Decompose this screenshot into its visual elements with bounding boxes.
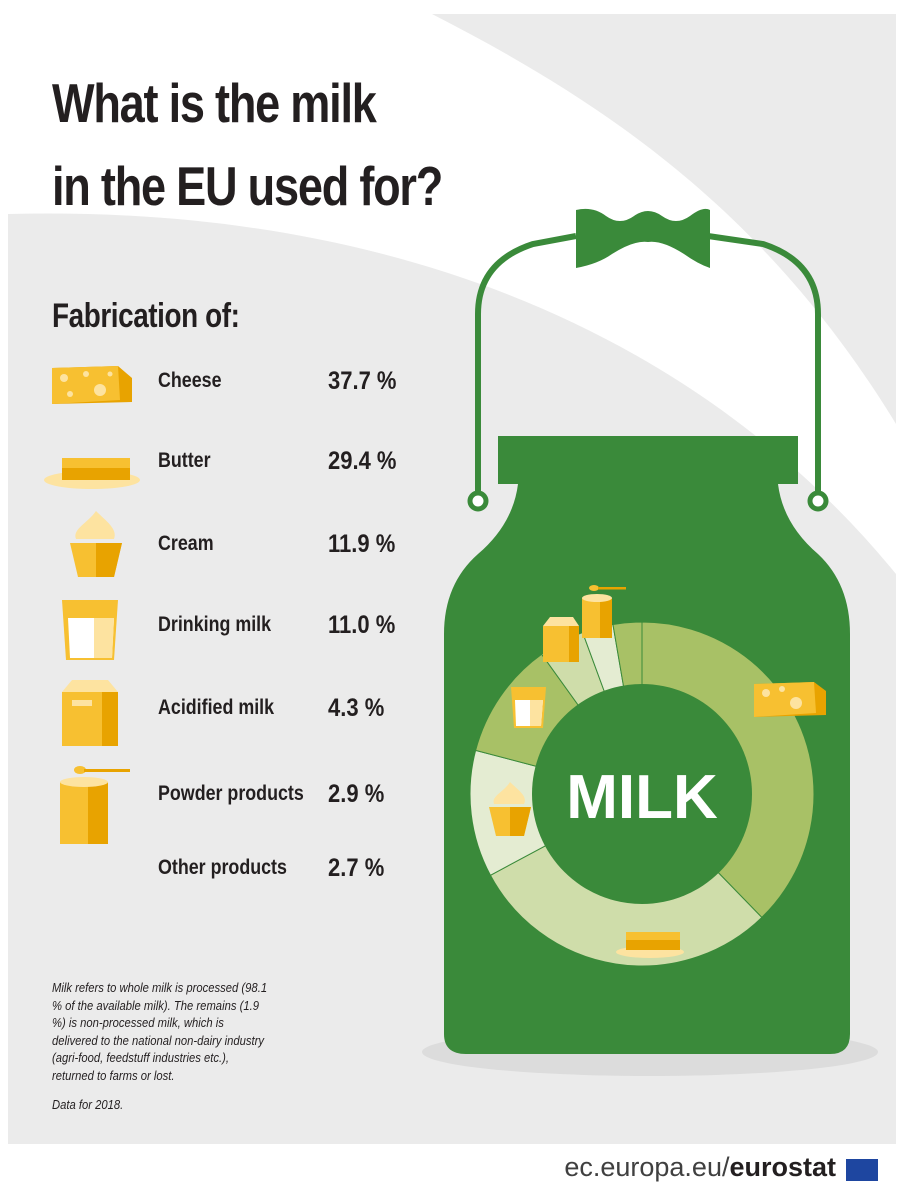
list-heading: Fabrication of: [52, 297, 240, 335]
legend-value-cream: 11.9 % [328, 530, 396, 558]
acidified-milk-icon [62, 680, 118, 746]
donut-cream-icon [489, 782, 531, 836]
legend-label-powder-products: Powder products [158, 782, 304, 805]
donut-center [532, 684, 752, 904]
footnote: Milk refers to whole milk is processed (… [52, 980, 268, 1115]
footer-brand: eurostat [729, 1152, 836, 1182]
legend-value-powder-products: 2.9 % [328, 780, 385, 808]
legend-label-cheese: Cheese [158, 369, 222, 392]
legend-value-drinking-milk: 11.0 % [328, 611, 396, 639]
infographic-canvas: What is the milk in the EU used for? Fab… [8, 14, 896, 1144]
cream-icon [70, 511, 122, 577]
legend-value-acidified-milk: 4.3 % [328, 694, 385, 722]
milk-can-chart: MILK [422, 208, 878, 1076]
legend-label-butter: Butter [158, 449, 211, 472]
data-year: Data for 2018. [52, 1098, 124, 1112]
legend-label-drinking-milk: Drinking milk [158, 613, 272, 636]
legend-label-acidified-milk: Acidified milk [158, 696, 275, 719]
legend-value-butter: 29.4 % [328, 447, 397, 475]
footer-domain: ec.europa.eu/ [564, 1152, 730, 1182]
legend-value-cheese: 37.7 % [328, 367, 397, 395]
center-label: MILK [566, 763, 718, 832]
page-title: What is the milk in the EU used for? [52, 72, 443, 217]
cheese-icon [52, 366, 132, 404]
legend-label-other-products: Other products [158, 856, 287, 879]
donut-powder-icon [582, 585, 626, 638]
butter-icon [44, 458, 140, 489]
footer-source: ec.europa.eu/eurostat [564, 1152, 836, 1183]
legend-value-other-products: 2.7 % [328, 854, 385, 882]
powder-icon [60, 766, 130, 844]
background-decoration [8, 14, 896, 574]
legend-label-cream: Cream [158, 532, 214, 555]
donut-butter-icon [616, 932, 684, 958]
donut-acidified-milk-icon [543, 617, 579, 662]
eu-flag-icon [846, 1159, 878, 1181]
footnote-text: Milk refers to whole milk is processed (… [52, 981, 268, 1083]
donut-cheese-icon [754, 682, 826, 717]
drinking-milk-icon [62, 600, 118, 660]
donut-drinking-milk-icon [511, 687, 546, 728]
